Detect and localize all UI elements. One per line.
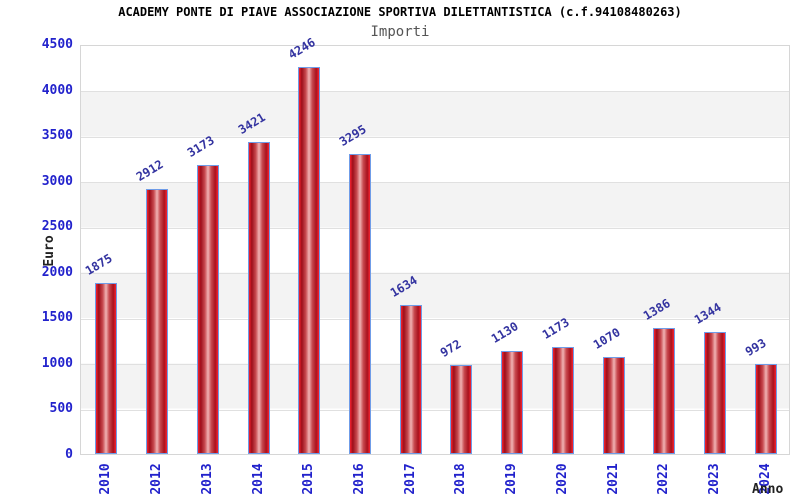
bar-2024: [754, 364, 777, 454]
plot-area: 1875 2912 3173 3421 4246 3295 1634 972 1130 1173 1…: [80, 35, 790, 455]
gridline: [81, 364, 789, 366]
gridline: [81, 136, 789, 138]
bar-2013: [196, 165, 219, 454]
y-tick-label: 4500: [41, 37, 73, 52]
x-tick-label: 2023: [706, 463, 722, 495]
gridline: [81, 227, 789, 229]
y-tick-label: 0: [65, 447, 73, 462]
x-tick-label: 2012: [148, 463, 164, 495]
bar-value-label: 2912: [133, 157, 166, 184]
bar-value-label: 1634: [387, 273, 420, 300]
y-axis-label: Euro: [41, 235, 57, 267]
bar-2014: [247, 142, 270, 454]
gridline: [81, 91, 789, 93]
bar-2018: [450, 365, 473, 454]
bar-2010: [95, 283, 118, 454]
y-tick-label: 4000: [41, 82, 73, 98]
bar-2021: [602, 357, 625, 454]
gridline: [81, 318, 789, 320]
bar-2023: [703, 332, 726, 454]
x-tick-label: 2019: [503, 463, 519, 495]
bar-value-label: 993: [742, 335, 769, 359]
bar-2015: [298, 67, 321, 454]
x-tick-label: 2010: [97, 463, 113, 495]
y-tick-label: 3500: [41, 128, 73, 144]
gridline: [81, 273, 789, 275]
bar-2019: [501, 351, 524, 454]
bar-2022: [653, 328, 676, 454]
bar-2012: [146, 189, 169, 454]
y-tick-label: 1000: [41, 355, 73, 371]
x-tick-label: 2014: [250, 463, 265, 495]
bar-value-label: 1130: [488, 319, 521, 346]
bar-2017: [399, 305, 422, 454]
bar-value-label: 3295: [336, 122, 369, 149]
bar-value-label: 972: [438, 336, 464, 360]
x-tick-label: 2016: [351, 463, 367, 495]
bar-value-label: 1344: [691, 300, 724, 327]
x-tick-label: 2020: [554, 463, 570, 495]
x-tick-label: 2018: [452, 463, 468, 495]
chart-title: ACADEMY PONTE DI PIAVE ASSOCIAZIONE SPOR…: [118, 5, 682, 19]
chart-subtitle: Importi: [370, 24, 430, 40]
x-tick-label: 2022: [655, 463, 671, 495]
bar-2020: [551, 347, 574, 454]
y-tick-label: 3000: [41, 173, 73, 189]
y-tick-label: 2500: [41, 219, 73, 235]
x-tick-label: 2015: [300, 463, 316, 495]
bar-value-label: 1070: [590, 325, 623, 352]
bar-2016: [348, 154, 371, 454]
bar-value-label: 3421: [235, 110, 268, 137]
y-tick-label: 1500: [41, 310, 73, 326]
gridline: [81, 182, 789, 184]
x-tick-label: 2021: [605, 463, 620, 495]
x-axis-label: Anno: [752, 482, 784, 497]
y-tick-label: 500: [49, 401, 73, 417]
x-tick-label: 2013: [199, 463, 215, 495]
y-tick-label: 2000: [41, 264, 73, 280]
gridline: [81, 409, 789, 411]
x-tick-label: 2017: [402, 463, 418, 495]
